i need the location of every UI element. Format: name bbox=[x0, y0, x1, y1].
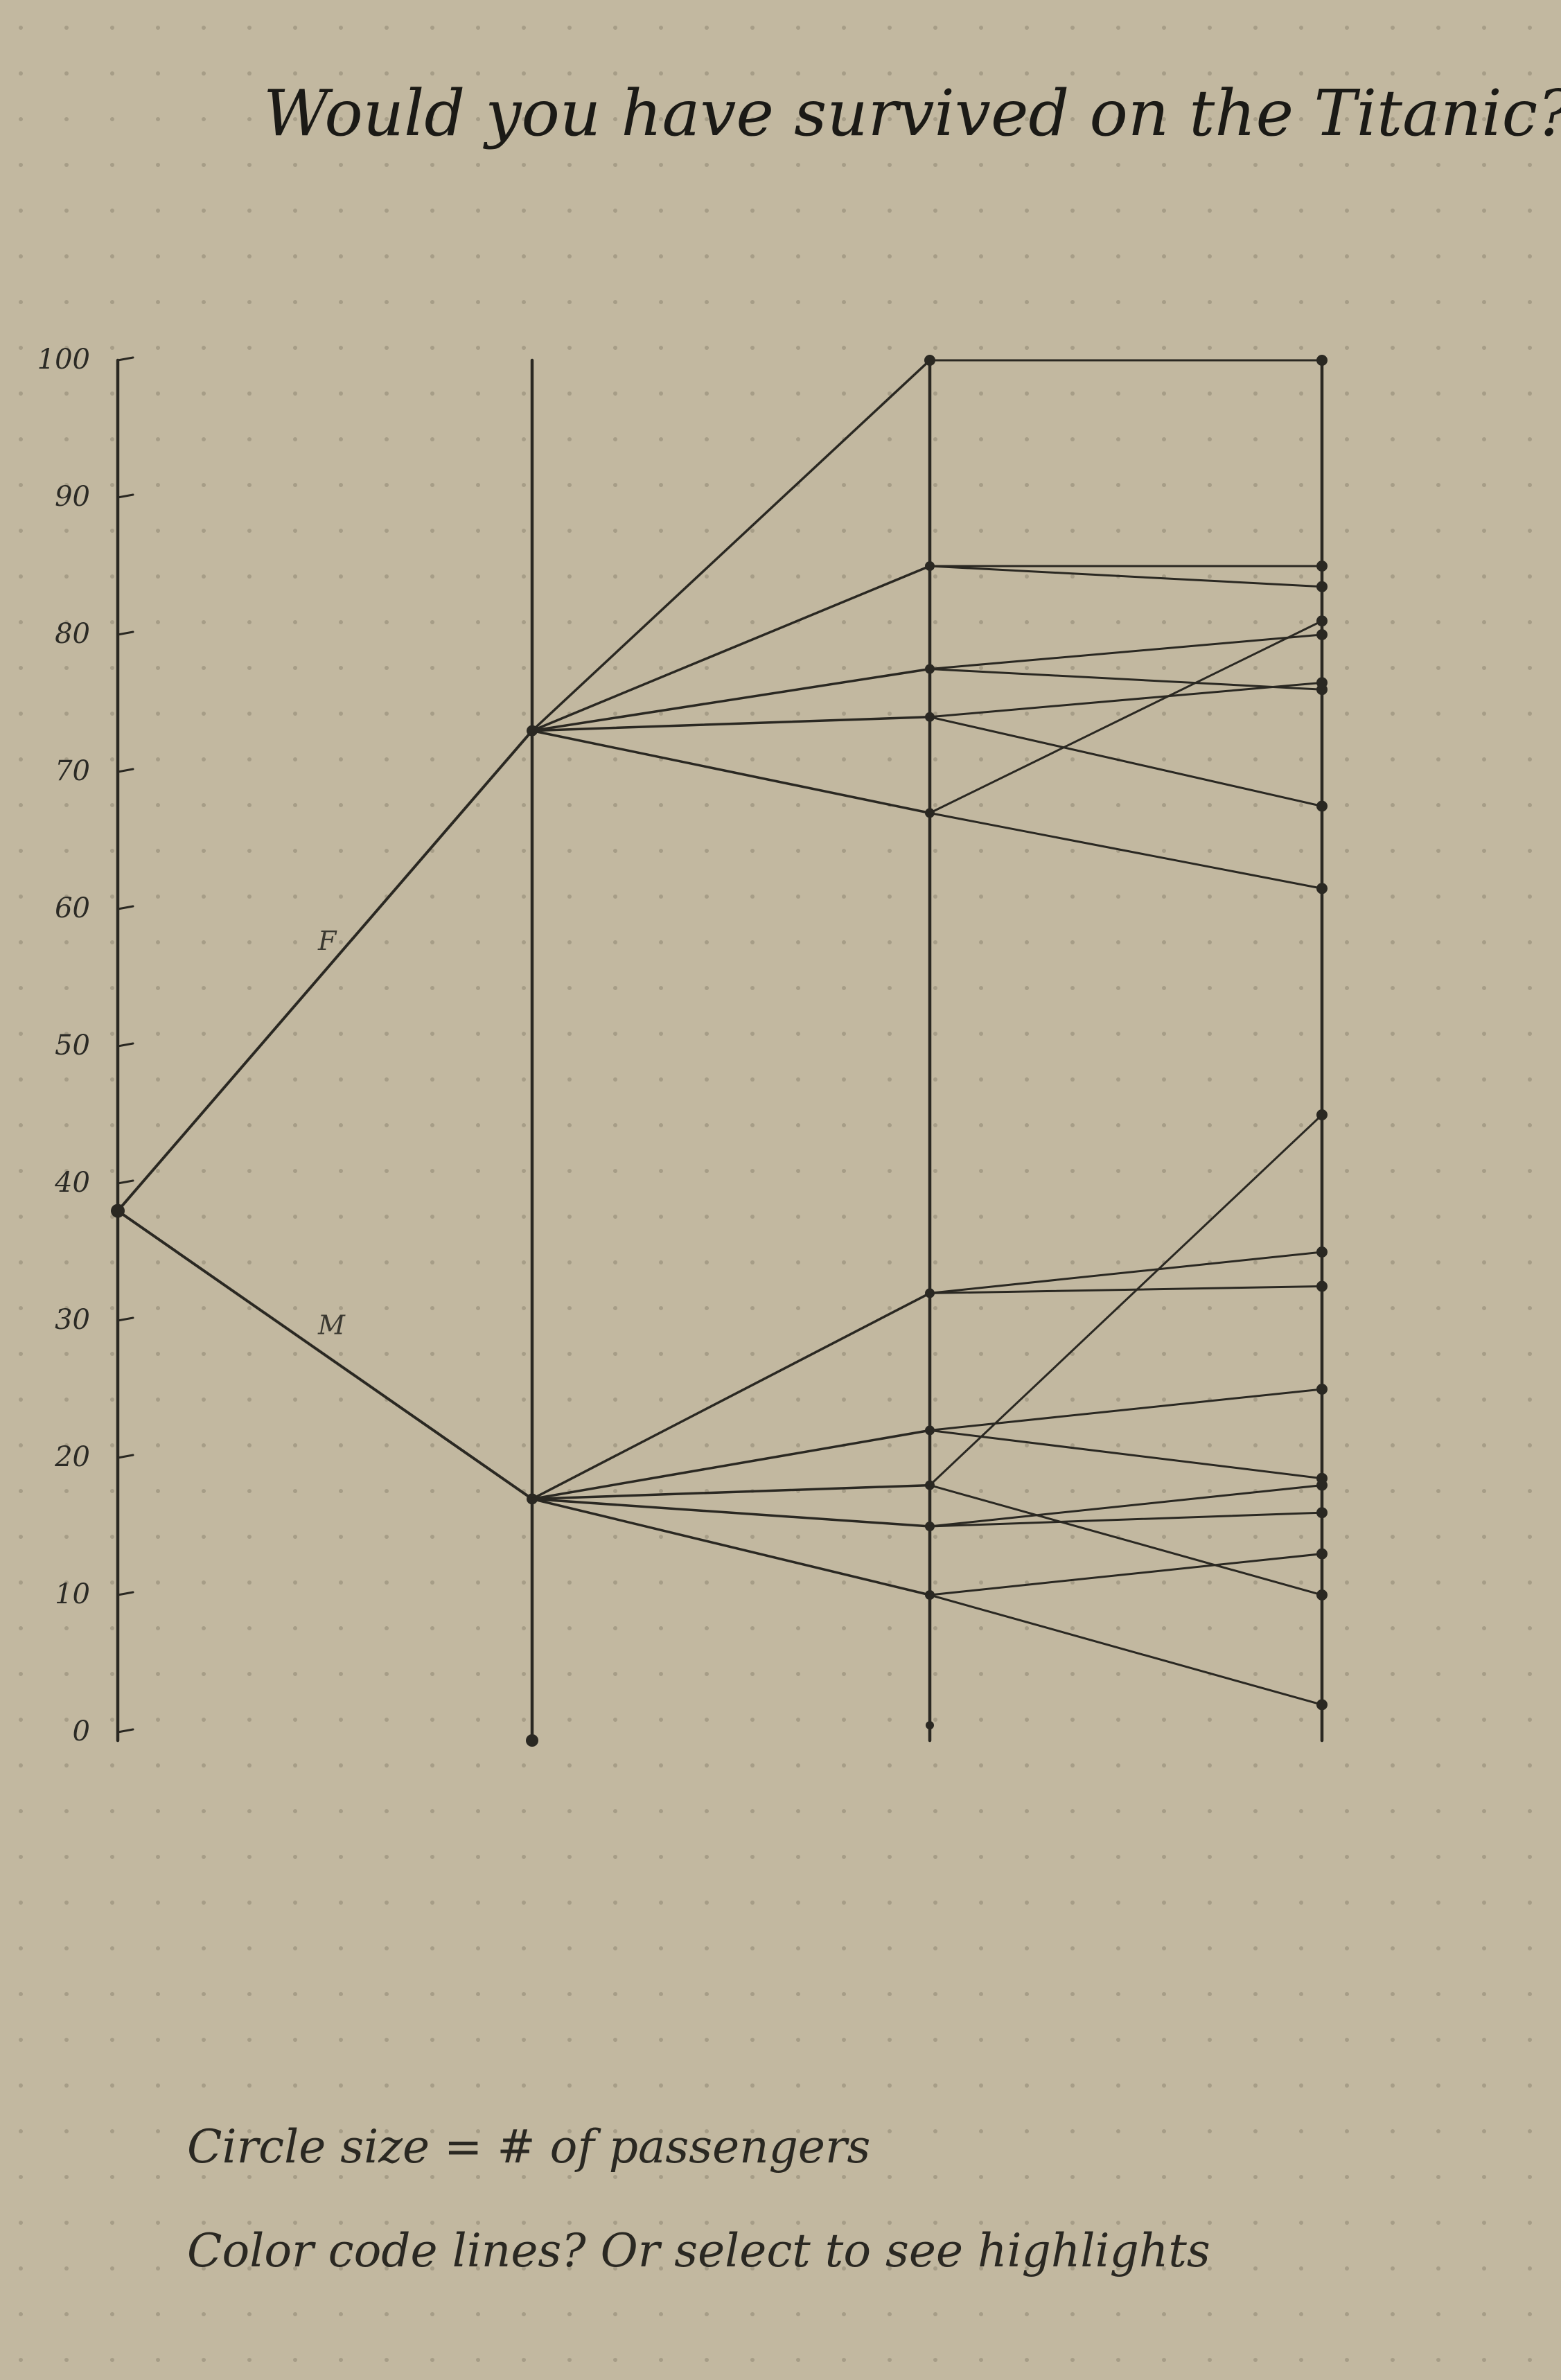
outcome-node-F-3-0 bbox=[1316, 800, 1328, 812]
tick-mark-30 bbox=[116, 1316, 134, 1322]
branch-label-F: F bbox=[317, 926, 337, 956]
tick-mark-0 bbox=[116, 1728, 134, 1734]
outcome-line-M-2-0 bbox=[928, 1113, 1323, 1487]
tick-mark-50 bbox=[116, 1042, 134, 1048]
class-line-M-4 bbox=[531, 1497, 931, 1596]
outcome-line-F-3-0 bbox=[928, 716, 1323, 807]
tick-mark-40 bbox=[116, 1179, 134, 1185]
branch-label-M: M bbox=[317, 1310, 346, 1341]
class-line-F-2 bbox=[531, 667, 931, 732]
outcome-line-F-2-0 bbox=[928, 633, 1323, 670]
tick-mark-90 bbox=[116, 493, 134, 499]
outcome-line-F-4-1 bbox=[928, 811, 1323, 890]
class-line-F-0 bbox=[531, 359, 931, 732]
outcome-line-M-0-1 bbox=[928, 1285, 1323, 1294]
tick-mark-100 bbox=[116, 356, 134, 362]
tick-mark-10 bbox=[116, 1591, 134, 1596]
tick-label-60: 60 bbox=[55, 892, 90, 924]
tick-label-70: 70 bbox=[55, 755, 90, 787]
tick-label-10: 10 bbox=[55, 1578, 90, 1610]
outcome-node-F-3-1 bbox=[1316, 677, 1328, 689]
branch-line-F bbox=[116, 729, 533, 1213]
axis-2-end-dot bbox=[526, 1734, 538, 1747]
outcome-node-M-3-0 bbox=[1316, 1479, 1328, 1491]
outcome-line-F-2-1 bbox=[928, 668, 1323, 691]
branch-line-M bbox=[116, 1209, 533, 1501]
tick-label-0: 0 bbox=[73, 1716, 90, 1747]
outcome-node-F-4-1 bbox=[1316, 883, 1328, 894]
class-line-F-3 bbox=[531, 716, 931, 732]
class-line-M-1 bbox=[531, 1429, 931, 1501]
class-line-M-0 bbox=[531, 1292, 931, 1501]
tick-label-100: 100 bbox=[37, 344, 90, 376]
outcome-node-M-0-0 bbox=[1316, 1246, 1328, 1258]
axis-4-end-dot bbox=[1317, 1700, 1327, 1709]
class-line-M-3 bbox=[531, 1497, 931, 1528]
axis-3-end-dot bbox=[926, 1721, 934, 1729]
outcome-line-M-3-1 bbox=[928, 1511, 1323, 1528]
outcome-line-F-1-1 bbox=[928, 565, 1323, 588]
tick-label-40: 40 bbox=[54, 1167, 90, 1199]
outcome-node-F-2-0 bbox=[1316, 629, 1328, 640]
axis-3-top-dot bbox=[924, 355, 935, 366]
outcome-line-M-3-0 bbox=[928, 1484, 1323, 1528]
outcome-line-M-0-0 bbox=[928, 1251, 1323, 1294]
outcome-node-M-2-1 bbox=[1316, 1589, 1328, 1601]
outcome-line-M-4-1 bbox=[928, 1594, 1323, 1706]
outcome-line-M-1-0 bbox=[928, 1388, 1323, 1431]
outcome-node-F-4-0 bbox=[1316, 615, 1328, 627]
tick-label-80: 80 bbox=[55, 618, 90, 650]
note-color-code: Color code lines? Or select to see highl… bbox=[187, 2224, 1210, 2277]
outcome-line-M-2-1 bbox=[928, 1484, 1323, 1596]
outcome-node-M-1-0 bbox=[1316, 1384, 1328, 1395]
outcome-node-F-1-0 bbox=[1316, 561, 1328, 572]
outcome-node-F-1-1 bbox=[1316, 581, 1328, 592]
tick-mark-80 bbox=[116, 631, 134, 636]
tick-mark-60 bbox=[116, 905, 134, 910]
tick-mark-20 bbox=[116, 1454, 134, 1459]
class-line-F-4 bbox=[531, 729, 931, 815]
class-line-M-2 bbox=[531, 1483, 931, 1501]
note-circle-size: Circle size = # of passengers bbox=[187, 2120, 871, 2174]
outcome-node-M-4-0 bbox=[1316, 1548, 1328, 1560]
tick-label-50: 50 bbox=[55, 1030, 90, 1061]
outcome-line-M-4-0 bbox=[928, 1553, 1323, 1596]
axis-4-top-dot bbox=[1317, 355, 1327, 365]
outcome-line-F-4-0 bbox=[928, 619, 1323, 814]
tick-label-20: 20 bbox=[54, 1441, 90, 1473]
outcome-node-M-2-0 bbox=[1316, 1109, 1328, 1120]
tick-mark-70 bbox=[116, 768, 134, 773]
class-line-F-1 bbox=[531, 565, 931, 732]
outcome-node-M-0-1 bbox=[1316, 1280, 1328, 1292]
outcome-line-F-3-1 bbox=[928, 681, 1323, 719]
page-title: Would you have survived on the Titanic? bbox=[263, 76, 1561, 150]
tick-label-30: 30 bbox=[55, 1304, 90, 1336]
tick-label-90: 90 bbox=[55, 481, 90, 513]
outcome-line-M-1-1 bbox=[928, 1429, 1323, 1480]
outcome-node-M-3-1 bbox=[1316, 1507, 1328, 1519]
